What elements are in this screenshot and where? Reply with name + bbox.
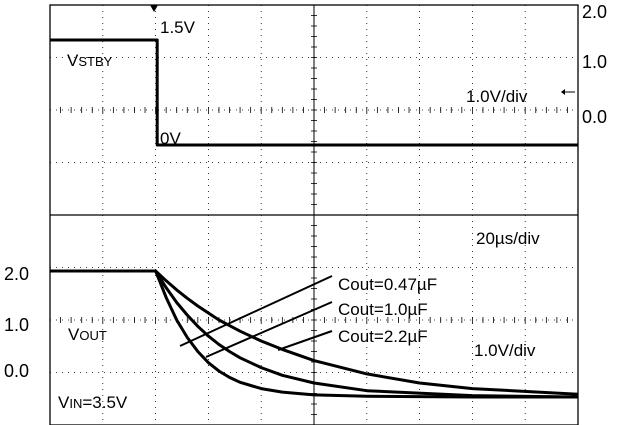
top-tick-label: 0.0 [582, 107, 607, 127]
bottom-signal-main: V [68, 325, 80, 344]
time-scale-label: 20µs/div [476, 229, 540, 248]
bottom-tick-label: 2.0 [4, 264, 29, 284]
vstby-trace [50, 38, 578, 147]
bottom-scale-label: 1.0V/div [474, 341, 536, 360]
series-label-cout-22: Cout=2.2µF [338, 327, 428, 346]
series-label-cout-047: Cout=0.47µF [338, 275, 437, 294]
vin-sub: IN [69, 396, 82, 411]
annotation-label: 0V [160, 129, 181, 148]
trigger-marker-icon [150, 5, 158, 12]
vout-trace-0 [50, 269, 578, 399]
vin-value: =3.5V [82, 393, 128, 412]
annotation-label: 1.5V [160, 18, 196, 37]
leader-line-cout-10 [205, 301, 333, 358]
top-scale-label: 1.0V/div [466, 87, 528, 106]
vin-label: VIN=3.5V [58, 393, 128, 412]
leader-line-cout-22 [277, 330, 333, 351]
top-tick-label: 2.0 [582, 2, 607, 22]
top-signal-sub: STBY [78, 54, 112, 69]
vout-trace-2 [50, 269, 579, 396]
bottom-tick-label: 1.0 [4, 315, 29, 335]
bottom-signal-label: VOUT [68, 325, 107, 344]
reference-arrow-icon [561, 89, 575, 95]
top-signal-label: VSTBY [67, 51, 113, 70]
bottom-tick-label: 0.0 [4, 361, 29, 381]
leader-line-cout-047 [179, 275, 333, 347]
series-label-cout-10: Cout=1.0µF [338, 300, 428, 319]
vin-main: V [58, 393, 70, 412]
top-tick-label: 1.0 [582, 52, 607, 72]
top-signal-main: V [67, 51, 79, 70]
bottom-signal-sub: OUT [79, 328, 107, 343]
